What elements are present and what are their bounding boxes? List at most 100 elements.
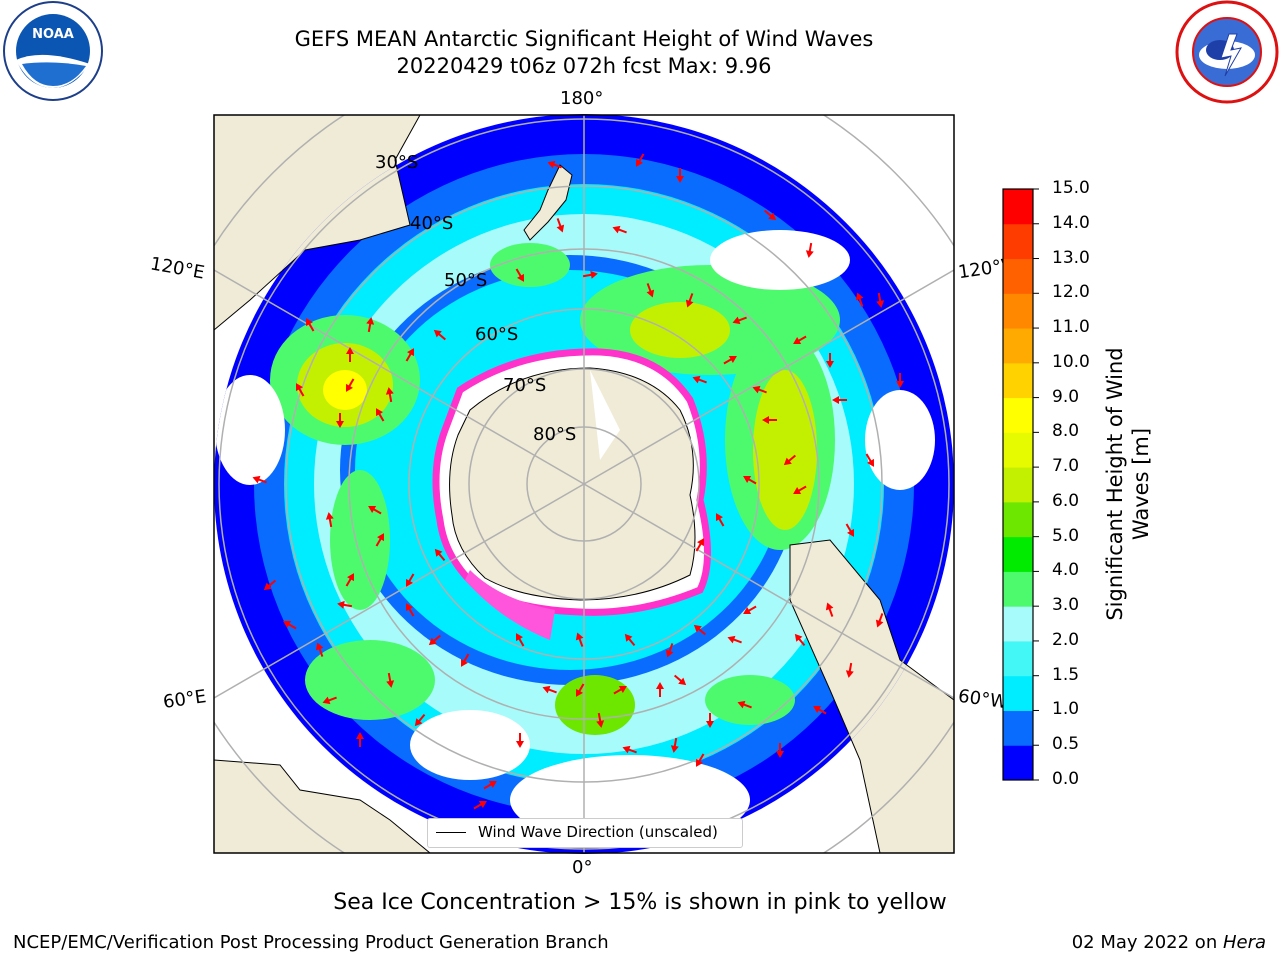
lat-label-40s: 40°S bbox=[410, 213, 454, 234]
lat-label-30s: 30°S bbox=[375, 152, 419, 173]
wind-arrow bbox=[727, 635, 742, 644]
colorbar-tick-label: 13.0 bbox=[1052, 247, 1090, 268]
footer-credit: NCEP/EMC/Verification Post Processing Pr… bbox=[13, 932, 609, 953]
wind-arrow bbox=[673, 674, 687, 686]
wind-arrow bbox=[515, 268, 524, 282]
lat-label-50s: 50°S bbox=[444, 270, 488, 291]
chart-subtitle: 20220429 t06z 072h fcst Max: 9.96 bbox=[396, 54, 772, 78]
wind-arrow bbox=[685, 293, 694, 308]
lon-label-0: 0° bbox=[572, 857, 593, 878]
wind-arrow bbox=[876, 292, 885, 308]
colorbar-tick-label: 15.0 bbox=[1052, 178, 1090, 198]
wind-arrow bbox=[322, 696, 337, 705]
lat-label-60s: 60°S bbox=[475, 324, 519, 345]
wind-arrow bbox=[315, 642, 324, 657]
wind-arrow bbox=[366, 317, 375, 333]
colorbar-tick-label: 10.0 bbox=[1052, 351, 1090, 372]
wind-arrow bbox=[483, 781, 497, 790]
wind-arrow bbox=[368, 506, 382, 515]
lon-label-180: 180° bbox=[560, 88, 604, 109]
wind-direction-arrows bbox=[252, 153, 904, 810]
wind-arrow bbox=[296, 383, 305, 397]
colorbar-tick-label: 9.0 bbox=[1052, 386, 1080, 407]
wind-arrow bbox=[306, 318, 315, 332]
wind-arrow bbox=[336, 413, 344, 428]
footer-machine: Hera bbox=[1222, 932, 1266, 953]
colorbar-tick-label: 0.0 bbox=[1052, 769, 1080, 789]
wind-arrow bbox=[406, 603, 415, 617]
colorbar-tick-label: 2.0 bbox=[1052, 629, 1080, 650]
lat-label-80s: 80°S bbox=[533, 424, 577, 445]
footer-date: 02 May 2022 on Hera bbox=[1072, 932, 1266, 953]
wind-arrow bbox=[706, 713, 714, 728]
wind-arrow bbox=[346, 347, 354, 362]
wind-arrow bbox=[793, 485, 807, 494]
wind-arrow bbox=[613, 686, 627, 695]
wind-arrow bbox=[386, 672, 395, 688]
wind-arrow bbox=[636, 153, 645, 167]
wind-arrow bbox=[896, 373, 904, 388]
map-frame bbox=[213, 114, 955, 854]
wind-arrow bbox=[776, 743, 784, 758]
legend-label: Wind Wave Direction (unscaled) bbox=[478, 823, 718, 841]
wind-arrow bbox=[337, 600, 353, 609]
legend-line-sample bbox=[436, 832, 466, 833]
wind-arrow bbox=[516, 733, 524, 748]
sea-ice-caption: Sea Ice Concentration > 15% is shown in … bbox=[333, 890, 947, 915]
national-weather-service-logo bbox=[1175, 0, 1279, 108]
wind-arrow bbox=[826, 353, 834, 368]
footer-date-text: 02 May 2022 on bbox=[1071, 932, 1223, 953]
wind-arrow bbox=[356, 732, 364, 747]
wind-arrow bbox=[743, 476, 757, 485]
wind-arrow bbox=[752, 385, 767, 394]
wind-arrow bbox=[865, 453, 874, 467]
colorbar-tick-label: 0.5 bbox=[1052, 734, 1080, 755]
wind-arrow bbox=[516, 633, 525, 647]
wind-arrow bbox=[845, 523, 854, 537]
wind-arrow bbox=[414, 713, 426, 727]
colorbar-tick-label: 11.0 bbox=[1052, 317, 1090, 338]
wind-arrow bbox=[385, 387, 394, 403]
wind-arrow bbox=[596, 712, 605, 728]
wind-arrow bbox=[405, 348, 414, 362]
wind-arrow bbox=[556, 218, 565, 233]
wind-arrow bbox=[763, 209, 777, 221]
wind-arrow bbox=[695, 538, 704, 552]
wind-arrow bbox=[346, 378, 355, 392]
wind-arrow bbox=[376, 408, 385, 422]
wind-arrow bbox=[547, 160, 562, 169]
wind-arrow bbox=[762, 416, 777, 424]
colorbar-tick-label: 4.0 bbox=[1052, 560, 1080, 581]
wind-arrow bbox=[732, 316, 747, 325]
wind-arrow bbox=[665, 643, 674, 658]
colorbar-tick-label: 5.0 bbox=[1052, 525, 1080, 546]
wind-arrow bbox=[434, 548, 446, 562]
wind-arrow bbox=[875, 613, 884, 628]
wind-arrow bbox=[696, 753, 705, 767]
wind-arrow bbox=[793, 335, 807, 344]
colorbar-tick-label: 1.5 bbox=[1052, 664, 1080, 685]
wind-arrow bbox=[646, 283, 655, 298]
chart-title: GEFS MEAN Antarctic Significant Height o… bbox=[294, 27, 874, 51]
graticule bbox=[214, 115, 954, 853]
wind-arrow bbox=[825, 602, 834, 617]
wind-arrow bbox=[813, 706, 827, 715]
colorbar-tick-label: 8.0 bbox=[1052, 421, 1080, 442]
wind-arrow bbox=[723, 356, 737, 365]
wind-arrow bbox=[263, 579, 277, 591]
wind-arrow bbox=[542, 685, 557, 694]
wind-arrow bbox=[612, 225, 627, 234]
colorbar-tick-label: 7.0 bbox=[1052, 456, 1080, 477]
wind-arrow bbox=[428, 634, 442, 646]
wind-arrow bbox=[575, 632, 584, 647]
wind-arrow bbox=[670, 737, 679, 753]
wind-arrow bbox=[783, 454, 797, 466]
colorbar-tick-label: 3.0 bbox=[1052, 595, 1080, 616]
wind-arrow bbox=[716, 513, 725, 527]
colorbar-title: Significant Height of Wind Waves [m] bbox=[1103, 347, 1153, 621]
wind-arrow bbox=[805, 242, 814, 258]
wind-arrow bbox=[461, 653, 470, 667]
wind-arrow bbox=[743, 605, 757, 614]
wind-arrow bbox=[345, 573, 354, 587]
